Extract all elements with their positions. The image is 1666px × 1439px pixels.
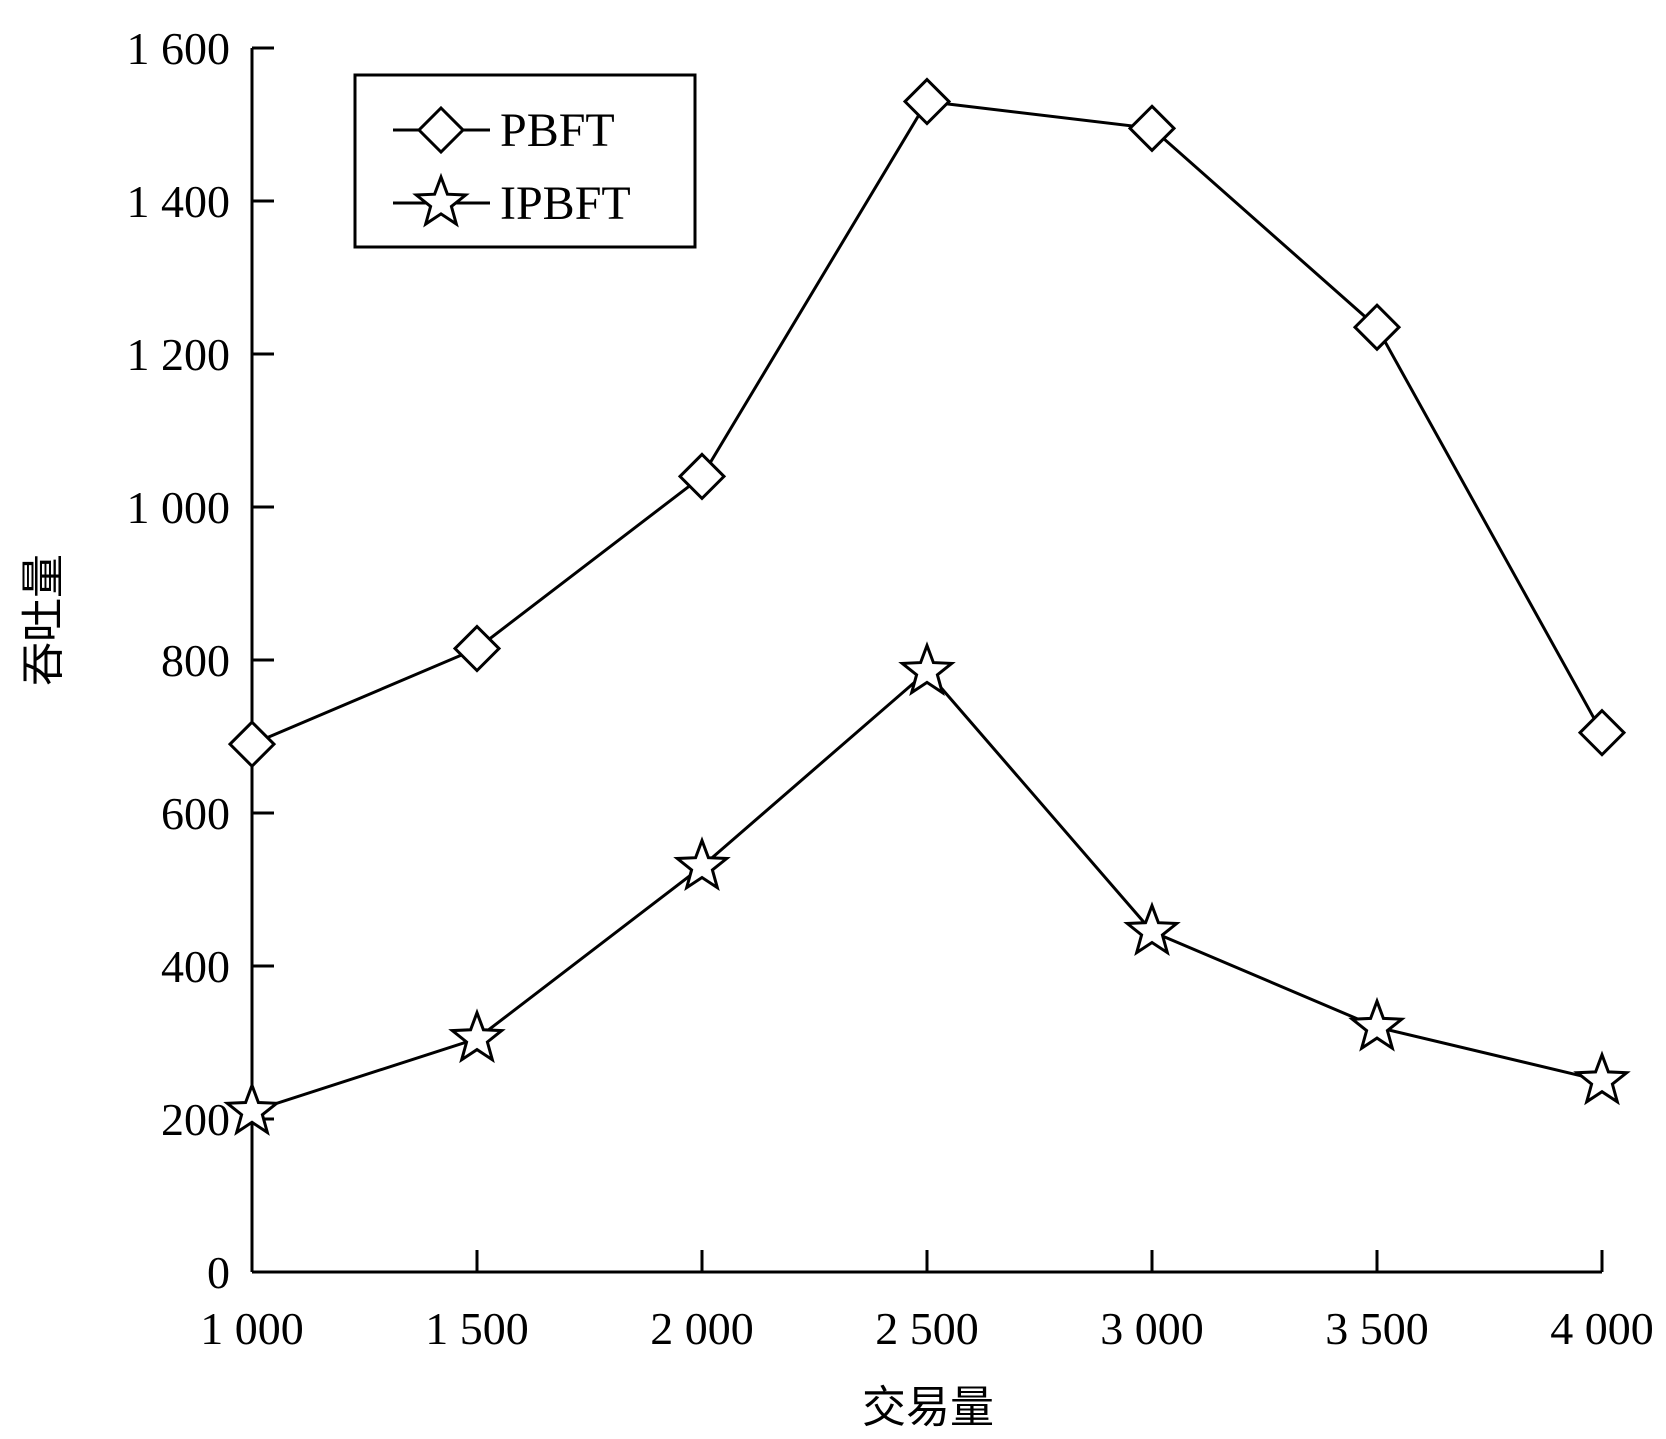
legend-box (353, 73, 697, 249)
y-tick-label: 400 (161, 941, 230, 992)
data-point-ipbft (1573, 1050, 1631, 1106)
data-point-ipbft (1123, 901, 1181, 957)
y-tick-label: 1 000 (127, 482, 231, 533)
series-line-ipbft (251, 669, 1603, 1113)
legend-marker-ipbft (412, 172, 470, 228)
y-axis-title: 吞吐量 (18, 554, 69, 686)
x-tick-label: 1 000 (200, 1303, 304, 1354)
x-tick-label: 3 000 (1100, 1303, 1204, 1354)
x-tick-label: 1 500 (425, 1303, 529, 1354)
y-tick-label: 1 200 (127, 329, 231, 380)
legend-label-pbft: PBFT (500, 104, 615, 157)
data-point-pbft (227, 720, 277, 769)
series-ipbft (223, 641, 1631, 1136)
series-pbft (227, 77, 1627, 769)
x-tick-label: 2 500 (875, 1303, 979, 1354)
legend: PBFT IPBFT (353, 73, 697, 249)
data-point-pbft (677, 452, 727, 501)
legend-diamond-icon (416, 105, 466, 155)
y-tick-label: 1 600 (127, 23, 231, 74)
y-tick-label: 1 400 (127, 176, 231, 227)
data-point-pbft (1127, 104, 1177, 153)
data-point-pbft (1577, 708, 1627, 757)
data-point-ipbft (448, 1008, 506, 1064)
data-point-pbft (902, 77, 952, 126)
y-tick-label: 0 (207, 1247, 230, 1298)
series-layer (223, 77, 1631, 1136)
x-tick-label: 4 000 (1550, 1303, 1654, 1354)
x-tick-label: 3 500 (1325, 1303, 1429, 1354)
legend-label-ipbft: IPBFT (500, 177, 631, 230)
y-tick-label: 800 (161, 635, 230, 686)
y-tick-label: 600 (161, 788, 230, 839)
data-point-ipbft (223, 1080, 281, 1136)
legend-marker-pbft (416, 105, 466, 155)
x-axis-title: 交易量 (862, 1382, 994, 1433)
data-point-ipbft (673, 836, 731, 892)
legend-star-icon (412, 172, 470, 228)
data-point-pbft (452, 624, 502, 673)
x-tick-label: 2 000 (650, 1303, 754, 1354)
data-point-pbft (1352, 303, 1402, 352)
y-tick-label: 200 (161, 1094, 230, 1145)
data-point-ipbft (898, 641, 956, 696)
data-point-ipbft (1348, 996, 1406, 1052)
axis-ticks: 0 200 400 600 800 1 000 1 200 1 400 1 600 1 000 1 … (127, 23, 1654, 1354)
